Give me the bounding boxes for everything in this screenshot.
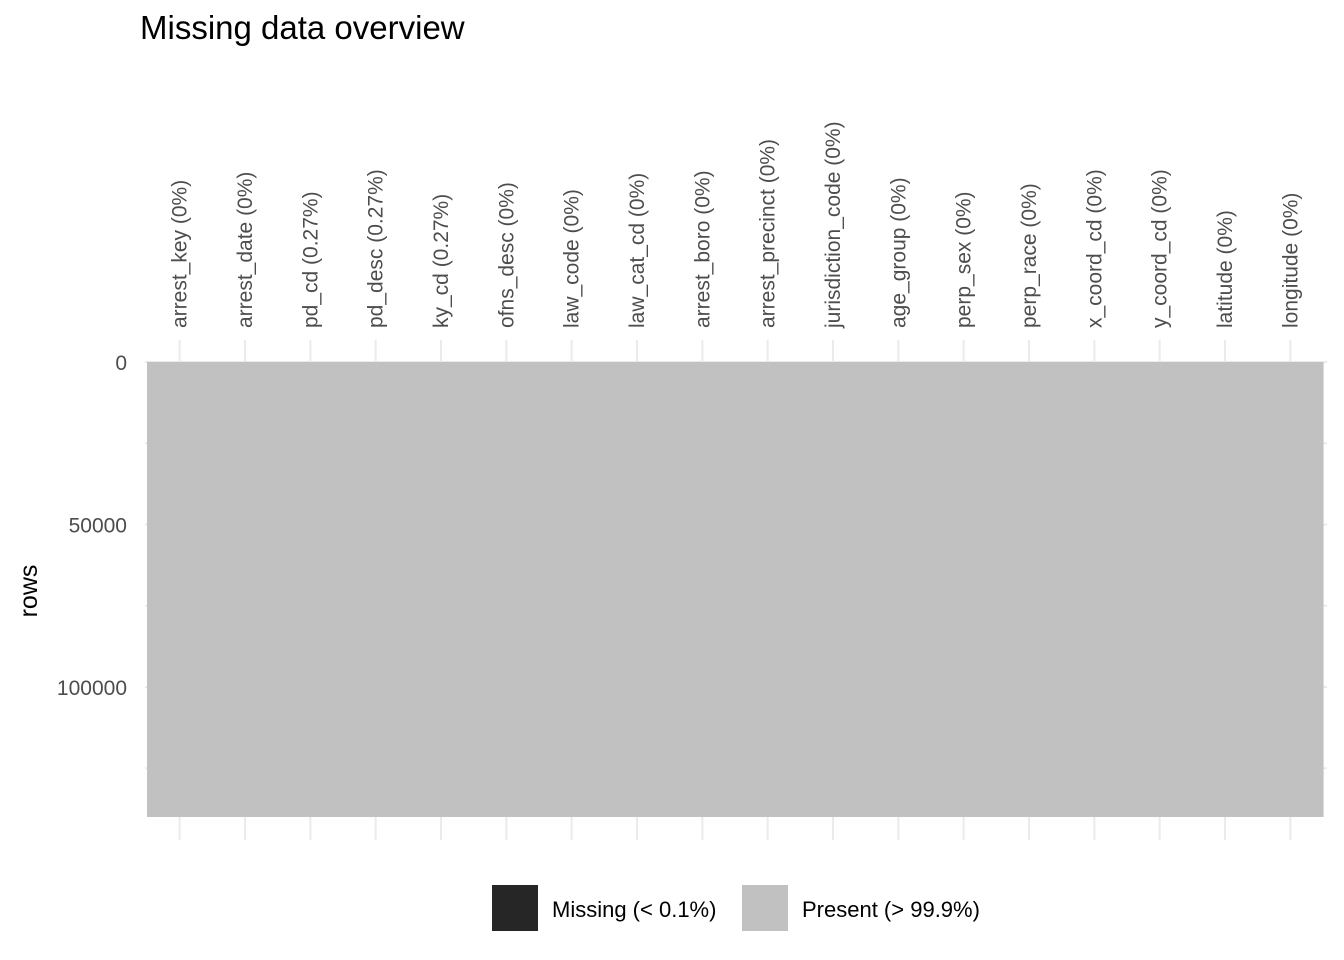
column-tile-16 [1192, 362, 1259, 817]
column-label: arrest_boro (0%) [691, 170, 714, 328]
column-label: arrest_precinct (0%) [757, 139, 780, 328]
column-tile-12 [931, 362, 997, 817]
legend-label-0: Missing (< 0.1%) [552, 897, 716, 922]
heatmap-tiles [147, 362, 1324, 817]
column-tile-17 [1257, 362, 1324, 817]
column-label: arrest_key (0%) [169, 180, 192, 328]
column-label: ky_cd (0.27%) [430, 194, 453, 328]
column-label: y_coord_cd (0%) [1149, 169, 1172, 328]
y-tick-labels: 0 50000 100000 [57, 352, 127, 700]
column-label: arrest_date (0%) [234, 172, 257, 328]
column-tile-0 [147, 362, 213, 817]
legend-key-0 [492, 885, 538, 931]
column-label: perp_sex (0%) [953, 191, 976, 328]
legend-label-1: Present (> 99.9%) [802, 897, 980, 922]
column-tile-6 [539, 362, 605, 817]
column-tile-10 [800, 362, 867, 817]
y-tick-label: 100000 [57, 677, 127, 700]
column-tile-7 [604, 362, 671, 817]
column-tile-1 [212, 362, 279, 817]
column-label: pd_cd (0.27%) [299, 191, 322, 328]
column-label: age_group (0%) [887, 177, 910, 328]
chart-title: Missing data overview [140, 9, 465, 46]
column-label: law_cat_cd (0%) [626, 173, 649, 328]
column-tile-2 [277, 362, 344, 817]
column-label: x_coord_cd (0%) [1083, 169, 1106, 328]
legend: Missing (< 0.1%) Present (> 99.9%) [492, 885, 980, 931]
column-label: law_code (0%) [561, 189, 584, 328]
column-tile-15 [1127, 362, 1193, 817]
column-label: perp_race (0%) [1018, 183, 1041, 328]
column-tile-13 [996, 362, 1063, 817]
column-tile-4 [408, 362, 475, 817]
y-axis-label: rows [15, 565, 43, 618]
column-tile-11 [865, 362, 932, 817]
column-tile-9 [735, 362, 801, 817]
column-label: ofns_desc (0%) [495, 182, 518, 328]
column-label: longitude (0%) [1279, 193, 1302, 328]
column-label: pd_desc (0.27%) [365, 169, 388, 328]
column-tile-14 [1061, 362, 1128, 817]
column-labels: arrest_key (0%) arrest_date (0%) pd_cd (0.… [169, 121, 1303, 329]
column-tile-8 [669, 362, 736, 817]
column-tile-5 [473, 362, 540, 817]
y-tick-label: 0 [115, 352, 127, 375]
column-label: latitude (0%) [1214, 210, 1237, 328]
column-tile-3 [343, 362, 409, 817]
legend-key-1 [742, 885, 788, 931]
column-label: jurisdiction_code (0%) [822, 121, 845, 329]
y-tick-label: 50000 [69, 515, 127, 538]
